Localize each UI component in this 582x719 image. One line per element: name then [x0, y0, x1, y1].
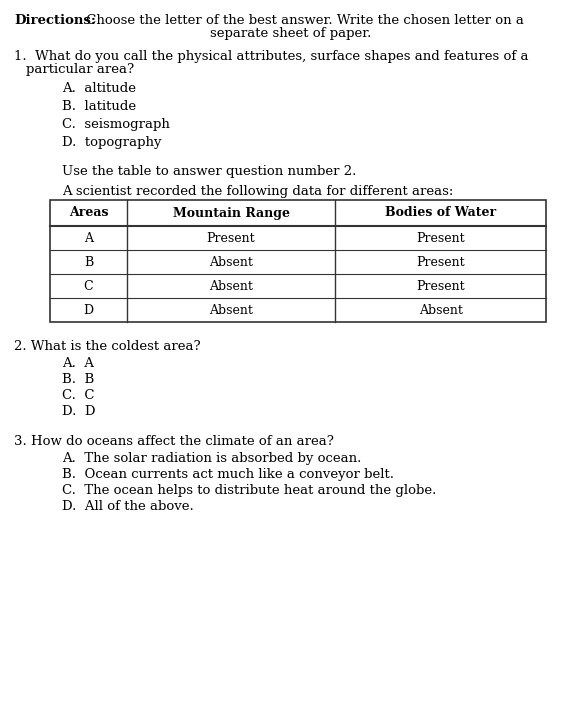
- Text: D.  All of the above.: D. All of the above.: [62, 500, 194, 513]
- Text: Mountain Range: Mountain Range: [172, 206, 289, 219]
- Text: Present: Present: [207, 232, 255, 244]
- Text: C.  C: C. C: [62, 389, 94, 402]
- Text: A.  altitude: A. altitude: [62, 82, 136, 95]
- Text: C.  The ocean helps to distribute heat around the globe.: C. The ocean helps to distribute heat ar…: [62, 484, 436, 497]
- Text: B.  Ocean currents act much like a conveyor belt.: B. Ocean currents act much like a convey…: [62, 468, 394, 481]
- Text: C: C: [84, 280, 93, 293]
- Text: particular area?: particular area?: [26, 63, 134, 76]
- Text: 3. How do oceans affect the climate of an area?: 3. How do oceans affect the climate of a…: [14, 435, 334, 448]
- Text: A.  The solar radiation is absorbed by ocean.: A. The solar radiation is absorbed by oc…: [62, 452, 361, 465]
- Text: D.  D: D. D: [62, 405, 95, 418]
- Text: Absent: Absent: [209, 280, 253, 293]
- Text: Present: Present: [416, 280, 465, 293]
- Text: A: A: [84, 232, 93, 244]
- Text: C.  seismograph: C. seismograph: [62, 118, 170, 131]
- Text: Absent: Absent: [209, 255, 253, 268]
- Text: Areas: Areas: [69, 206, 108, 219]
- Text: D: D: [83, 303, 94, 316]
- Text: Absent: Absent: [418, 303, 463, 316]
- Text: Present: Present: [416, 232, 465, 244]
- Text: Absent: Absent: [209, 303, 253, 316]
- Text: 2. What is the coldest area?: 2. What is the coldest area?: [14, 340, 201, 353]
- Text: Bodies of Water: Bodies of Water: [385, 206, 496, 219]
- Text: A.  A: A. A: [62, 357, 94, 370]
- Text: B.  B: B. B: [62, 373, 94, 386]
- Text: Use the table to answer question number 2.: Use the table to answer question number …: [62, 165, 356, 178]
- Text: Present: Present: [416, 255, 465, 268]
- Text: Choose the letter of the best answer. Write the chosen letter on a: Choose the letter of the best answer. Wr…: [82, 14, 524, 27]
- Bar: [50, 200, 546, 322]
- Text: separate sheet of paper.: separate sheet of paper.: [210, 27, 372, 40]
- Text: B.  latitude: B. latitude: [62, 100, 136, 113]
- Text: Directions:: Directions:: [14, 14, 96, 27]
- Text: D.  topography: D. topography: [62, 136, 161, 149]
- Text: A scientist recorded the following data for different areas:: A scientist recorded the following data …: [62, 185, 453, 198]
- Text: B: B: [84, 255, 93, 268]
- Text: 1.  What do you call the physical attributes, surface shapes and features of a: 1. What do you call the physical attribu…: [14, 50, 528, 63]
